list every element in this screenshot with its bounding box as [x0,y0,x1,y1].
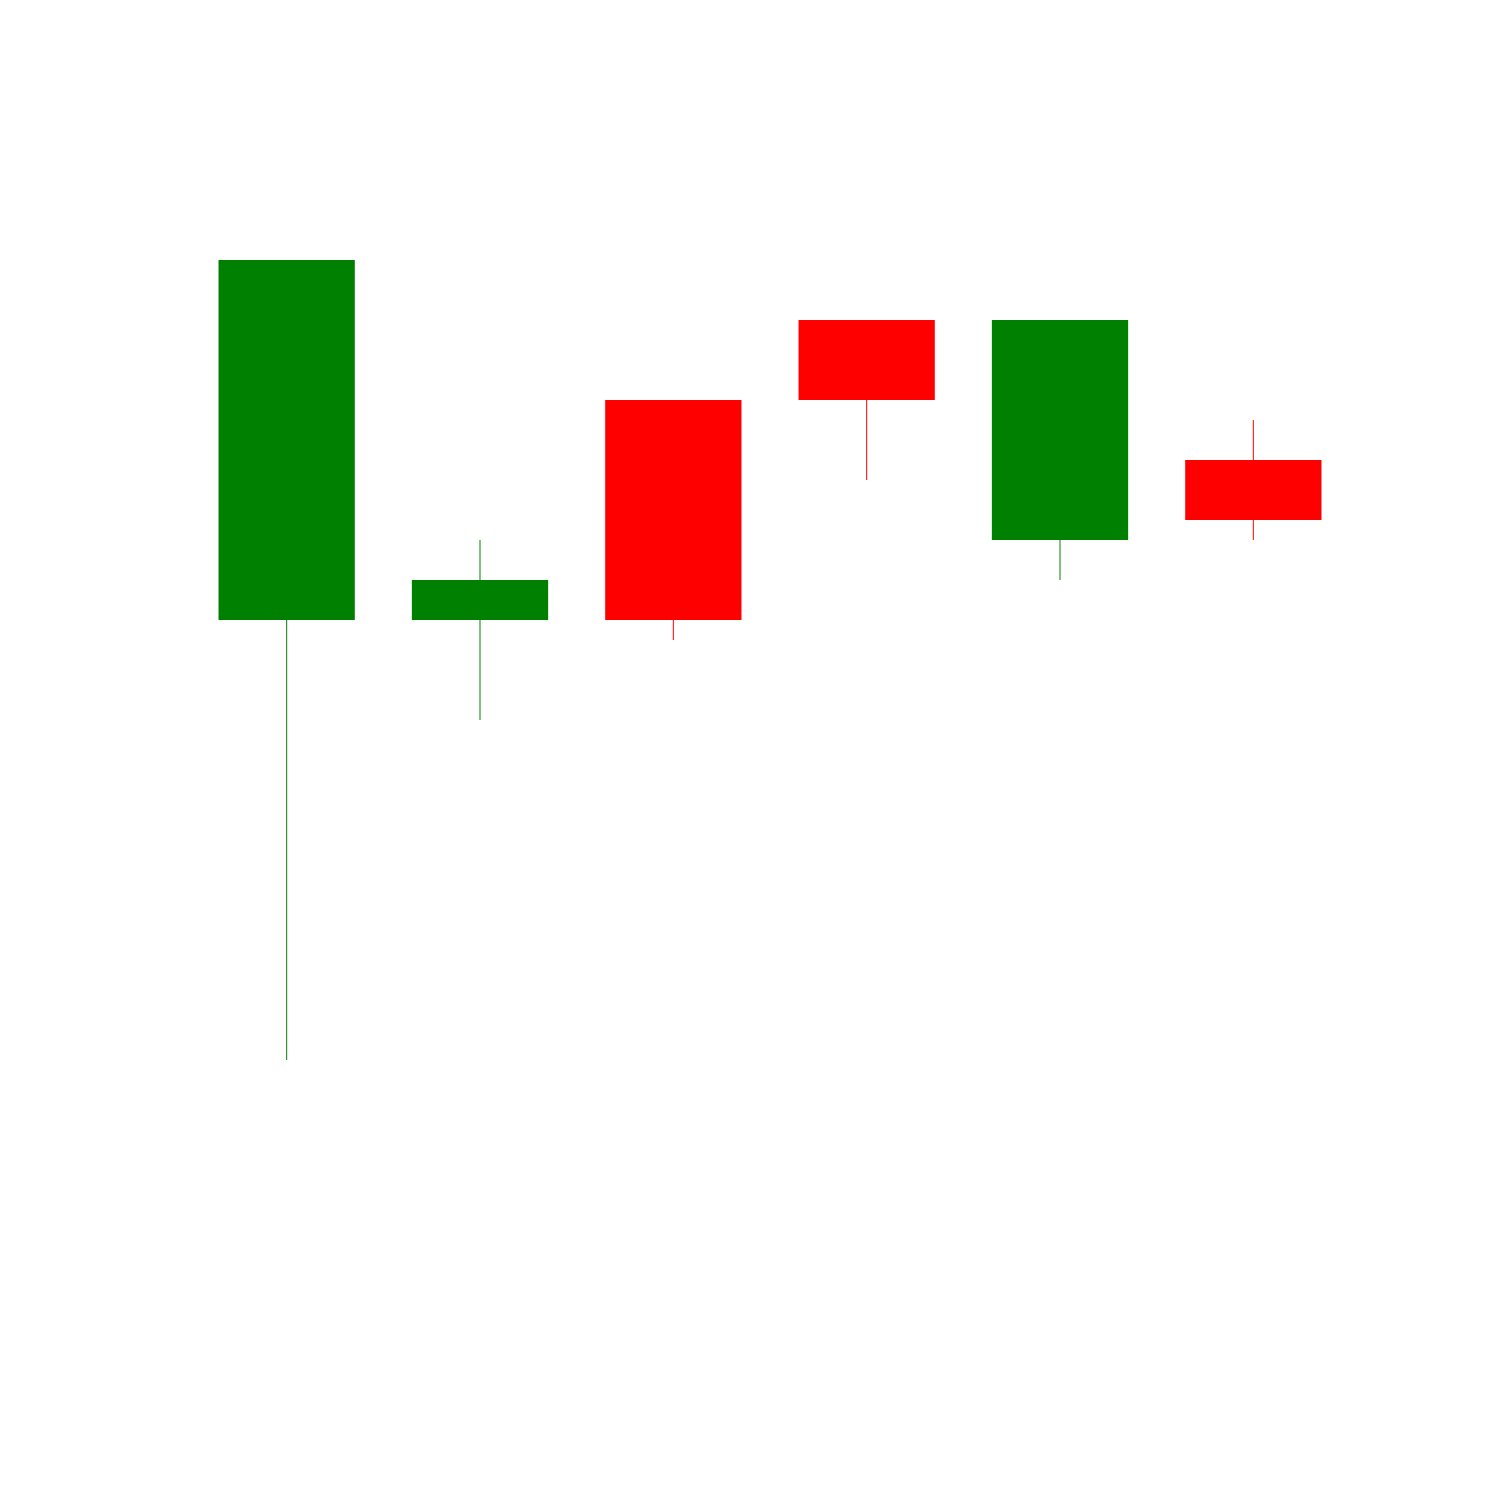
candle-4 [798,320,935,480]
candle-3 [605,400,742,640]
candle-5 [991,320,1129,580]
candle-body-6 [1185,460,1322,520]
candle-body-5 [991,320,1129,540]
candle-2 [411,540,549,720]
candle-body-4 [798,320,935,400]
candle-body-3 [605,400,742,620]
candle-body-2 [411,580,549,620]
candle-6 [1185,420,1322,540]
candle-body-1 [218,260,355,620]
candle-1 [218,260,355,1060]
